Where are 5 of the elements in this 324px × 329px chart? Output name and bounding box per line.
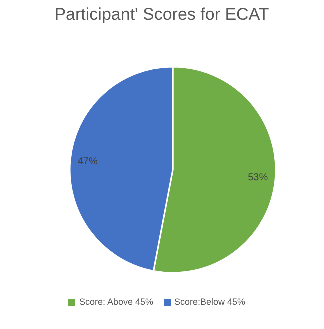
legend-label: Score: Above 45% — [79, 297, 154, 307]
legend-label: Score:Below 45% — [174, 297, 246, 307]
data-label: 47% — [78, 156, 98, 168]
chart-title: Participant' Scores for ECAT — [54, 5, 270, 25]
data-label: 53% — [248, 172, 268, 184]
